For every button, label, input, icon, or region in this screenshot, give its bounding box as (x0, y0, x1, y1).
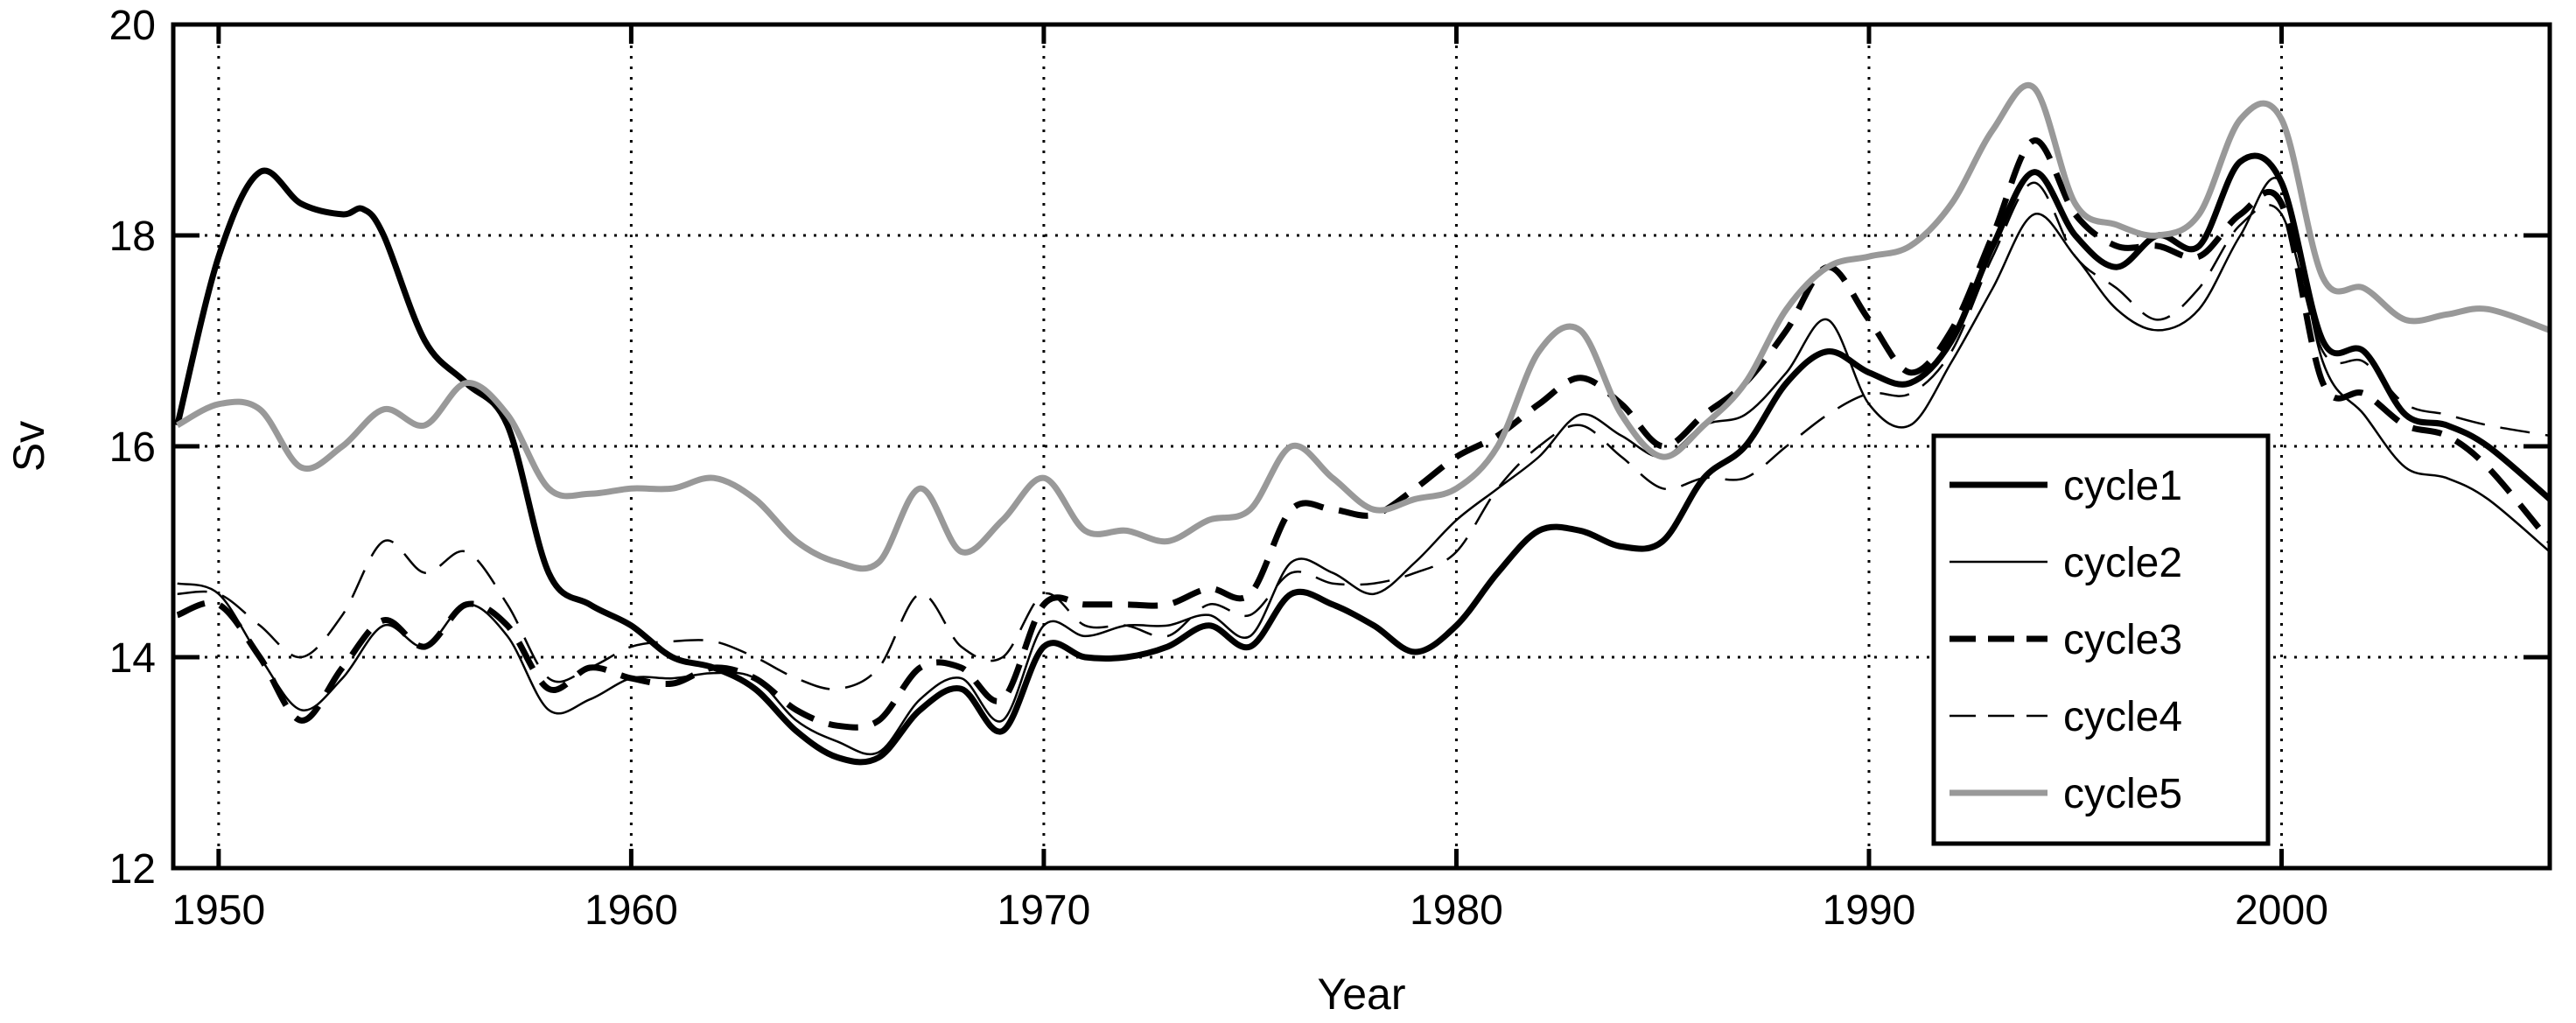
legend: cycle1 cycle2 cycle3 cycle4 cycle5 (1931, 433, 2271, 846)
x-tick-label: 1970 (998, 887, 1091, 934)
series-line-cycle4 (177, 181, 2550, 690)
series-line-cycle2 (177, 177, 2550, 756)
x-tick-label: 1980 (1410, 887, 1503, 934)
y-tick-label: 18 (109, 214, 156, 260)
tick-labels: 1950 1960 1970 1980 1990 2000 12 14 16 18 20 (109, 3, 2328, 934)
series-line-cycle3 (176, 137, 2550, 731)
series-line-cycle5 (176, 82, 2550, 572)
gridlines (173, 25, 2550, 868)
legend-box (1931, 433, 2271, 846)
y-tick-label: 20 (109, 3, 156, 49)
x-axis-label: Year (1317, 970, 1405, 1019)
y-axis-label: Sv (4, 421, 53, 472)
y-tick-label: 16 (109, 424, 156, 471)
x-tick-label: 2000 (2235, 887, 2328, 934)
x-tick-label: 1950 (172, 887, 265, 934)
axes (171, 22, 2552, 871)
x-tick-label: 1960 (584, 887, 678, 934)
legend-label-cycle5: cycle5 (2063, 771, 2182, 817)
legend-label-cycle4: cycle4 (2063, 694, 2182, 740)
y-tick-label: 14 (109, 635, 156, 682)
series-lines (174, 82, 2550, 766)
y-tick-label: 12 (109, 846, 156, 893)
legend-label-cycle3: cycle3 (2063, 617, 2182, 663)
legend-label-cycle1: cycle1 (2063, 463, 2182, 509)
legend-label-cycle2: cycle2 (2063, 540, 2182, 586)
x-tick-label: 1990 (1823, 887, 1916, 934)
